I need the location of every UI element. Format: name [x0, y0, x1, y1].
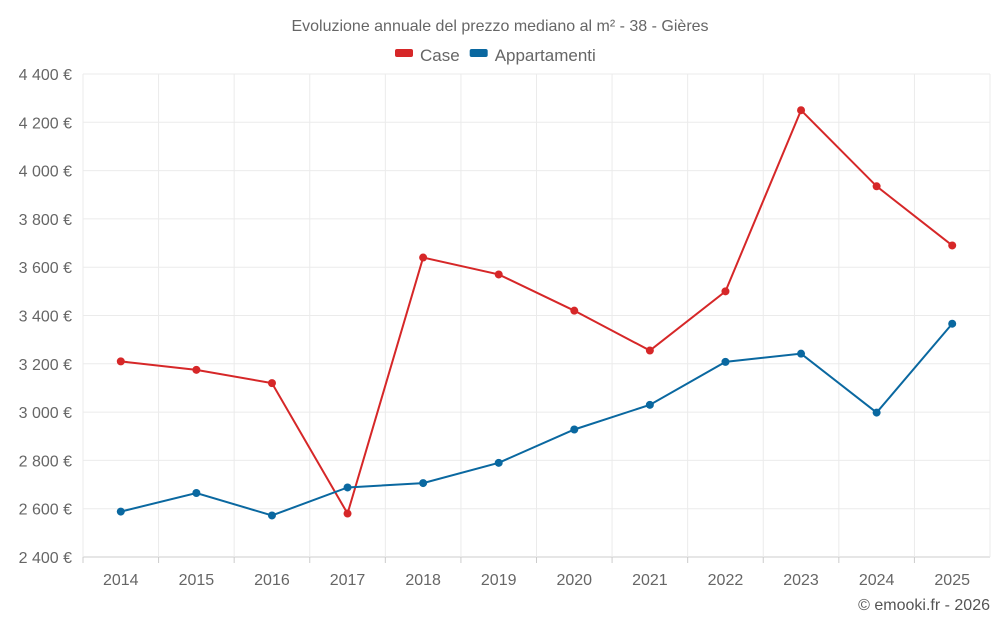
data-point-case	[192, 365, 201, 374]
x-tick-label: 2018	[405, 572, 441, 589]
data-point-case	[721, 287, 730, 296]
data-point-case	[570, 306, 579, 315]
data-point-case	[419, 253, 428, 262]
legend-swatch-appartamenti	[469, 49, 488, 57]
series-line-appartamenti	[120, 323, 953, 517]
data-point-case	[948, 241, 957, 250]
data-point-case	[494, 270, 503, 279]
data-point-appartamenti	[797, 349, 806, 358]
x-tick-label: 2014	[103, 572, 139, 589]
x-tick-label: 2023	[783, 572, 819, 589]
data-point-case	[645, 346, 654, 355]
x-tick-label: 2017	[330, 572, 366, 589]
data-point-appartamenti	[192, 489, 201, 498]
legend-label-case: Case	[420, 46, 460, 65]
data-point-appartamenti	[721, 357, 730, 366]
y-tick-label: 3 200 €	[19, 357, 72, 374]
x-tick-label: 2019	[481, 572, 517, 589]
x-tick-label: 2015	[179, 572, 215, 589]
legend: Case Appartamenti	[395, 46, 596, 65]
y-tick-label: 3 800 €	[19, 212, 72, 229]
data-point-appartamenti	[116, 507, 125, 516]
y-tick-label: 4 400 €	[19, 67, 72, 84]
chart-title: Evoluzione annuale del prezzo mediano al…	[291, 18, 708, 35]
legend-swatch-case	[395, 49, 413, 57]
x-tick-label: 2024	[859, 572, 895, 589]
y-tick-label: 3 400 €	[19, 309, 72, 326]
x-axis: 2014 2015 2016 2017 2018 2019 2020 2021 2022 2023…	[82, 557, 970, 589]
x-tick-label: 2021	[632, 572, 668, 589]
y-tick-label: 3 000 €	[19, 405, 72, 422]
legend-label-appartamenti: Appartamenti	[495, 46, 596, 65]
data-point-case	[267, 379, 276, 388]
series-group	[116, 106, 957, 520]
data-point-case	[797, 106, 806, 115]
data-point-appartamenti	[872, 408, 881, 417]
data-point-appartamenti	[645, 400, 654, 409]
data-point-case	[872, 182, 881, 191]
y-tick-label: 2 800 €	[19, 453, 72, 470]
data-point-appartamenti	[948, 319, 957, 328]
y-tick-label: 4 000 €	[19, 164, 72, 181]
data-point-appartamenti	[267, 511, 276, 520]
y-tick-label: 2 400 €	[19, 550, 72, 567]
data-point-appartamenti	[343, 483, 352, 492]
grid	[82, 73, 991, 558]
y-tick-label: 3 600 €	[19, 260, 72, 277]
x-tick-label: 2022	[708, 572, 744, 589]
y-axis: 2 400 € 2 600 € 2 800 € 3 000 € 3 200 € 3 400…	[19, 67, 72, 567]
x-tick-label: 2020	[556, 572, 592, 589]
data-point-case	[343, 509, 352, 518]
series-line-case	[120, 108, 953, 517]
data-point-case	[116, 357, 125, 366]
credit-text: © emooki.fr - 2026	[858, 597, 990, 614]
data-point-appartamenti	[494, 458, 503, 467]
data-point-appartamenti	[570, 425, 579, 434]
x-tick-label: 2016	[254, 572, 290, 589]
x-tick-label: 2025	[934, 572, 970, 589]
data-point-appartamenti	[419, 479, 428, 488]
y-tick-label: 2 600 €	[19, 502, 72, 519]
y-tick-label: 4 200 €	[19, 115, 72, 132]
